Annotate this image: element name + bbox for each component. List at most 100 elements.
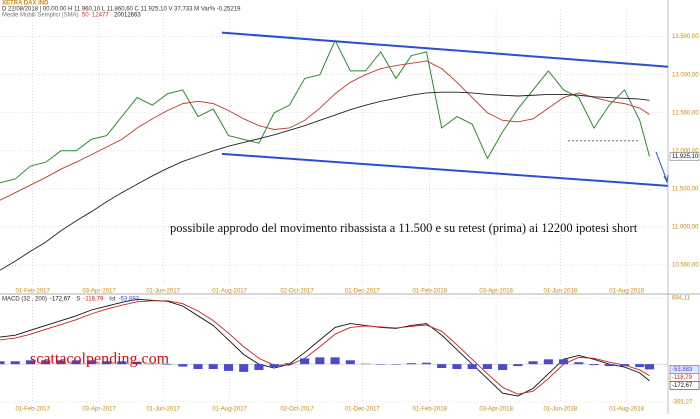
histogram-bar bbox=[117, 361, 127, 365]
x-tick-label: 01-Aug-2018 bbox=[609, 407, 644, 413]
y-tick-label: 12.000,00 bbox=[672, 148, 699, 154]
sma-label: Medie Mobili Semplici (SMA) bbox=[2, 13, 79, 19]
histogram-bar bbox=[345, 360, 355, 365]
histogram-bar bbox=[360, 363, 371, 365]
y-tick-label: 13.000,00 bbox=[672, 72, 699, 78]
x-tick-label: 02-Oct-2017 bbox=[280, 407, 314, 413]
histogram-bar bbox=[589, 364, 599, 366]
macd-line bbox=[0, 298, 650, 397]
histogram-bar bbox=[223, 364, 234, 371]
x-tick-label: 03-Apr-2018 bbox=[479, 289, 513, 295]
y-tick-label: 11.000,00 bbox=[672, 224, 699, 230]
histogram-bar bbox=[467, 364, 477, 369]
price-tag: 11.925,10 bbox=[672, 154, 699, 160]
forecast-arrow-head bbox=[663, 174, 669, 184]
x-tick-label: 01-Aug-2017 bbox=[212, 289, 247, 295]
histogram-bar bbox=[0, 361, 5, 365]
x-tick-label: 01-Aug-2018 bbox=[609, 289, 644, 295]
x-tick-label: 01-Jun-2018 bbox=[543, 289, 577, 295]
histogram-bar bbox=[208, 364, 218, 369]
y-tick-label: 10.500,00 bbox=[672, 263, 699, 269]
histogram-bar bbox=[376, 364, 386, 365]
legend-tag: 12663 bbox=[124, 13, 141, 19]
histogram-bar bbox=[315, 357, 325, 365]
histogram-bar bbox=[86, 360, 96, 365]
forecast-arrow bbox=[655, 151, 668, 182]
macd-line bbox=[0, 300, 650, 395]
x-tick-label: 03-Apr-2017 bbox=[82, 289, 116, 295]
y-tick-label: 13.500,00 bbox=[672, 34, 699, 40]
histogram-bar bbox=[574, 362, 584, 365]
legend-tag: -118,79 bbox=[83, 297, 104, 303]
histogram-bar bbox=[437, 364, 447, 369]
x-tick-label: 03-Apr-2017 bbox=[82, 407, 116, 413]
x-tick-label: 02-Oct-2017 bbox=[280, 289, 314, 295]
price-line bbox=[0, 60, 650, 201]
histogram-bar bbox=[132, 361, 142, 365]
histogram-bar bbox=[284, 363, 294, 365]
value-tag: -118,79 bbox=[672, 375, 693, 381]
histogram-bar bbox=[498, 364, 508, 370]
y-tick-label: 684,11 bbox=[672, 296, 691, 302]
x-tick-label: 01-Jun-2018 bbox=[543, 407, 577, 413]
histogram-bar bbox=[421, 362, 432, 365]
histogram-bar bbox=[604, 364, 614, 367]
histogram-bar bbox=[559, 359, 569, 365]
histogram-bar bbox=[41, 360, 51, 365]
channel-line bbox=[221, 31, 669, 68]
x-tick-label: 01-Jun-2017 bbox=[146, 289, 180, 295]
legend-name: 200 bbox=[114, 13, 125, 19]
legend-tag: -53,883 bbox=[119, 297, 140, 303]
price-tag-box bbox=[669, 152, 700, 161]
histogram-bar bbox=[482, 364, 492, 369]
legend-name: 50 bbox=[82, 13, 89, 19]
histogram-bar bbox=[178, 364, 188, 367]
x-tick-label: 01-Aug-2017 bbox=[212, 407, 247, 413]
histogram-bar bbox=[300, 358, 310, 365]
histogram-bar bbox=[239, 364, 249, 372]
histogram-bar bbox=[162, 364, 173, 365]
x-tick-label: 03-Apr-2018 bbox=[479, 407, 513, 413]
histogram-bar bbox=[513, 364, 523, 367]
chart-title: XETRA DAX IND bbox=[2, 1, 49, 7]
x-tick-label: 01-Feb-2017 bbox=[15, 289, 50, 295]
y-tick-label: 11.500,00 bbox=[672, 186, 699, 192]
value-tag: -53,883 bbox=[672, 367, 693, 373]
histogram-bar bbox=[254, 364, 264, 370]
legend-tag: 12477 bbox=[92, 13, 109, 19]
legend-tag: -172,67 bbox=[50, 297, 71, 303]
histogram-bar bbox=[644, 364, 655, 370]
histogram-bar bbox=[391, 364, 401, 365]
price-line bbox=[0, 39, 650, 184]
histogram-bar bbox=[102, 361, 112, 365]
histogram-bar bbox=[269, 364, 279, 368]
legend-name: Ist bbox=[109, 297, 116, 303]
x-tick-label: 01-Dec-2017 bbox=[345, 407, 380, 413]
histogram-bar bbox=[543, 359, 553, 365]
histogram-bar bbox=[147, 363, 157, 365]
x-tick-label: 01-Feb-2017 bbox=[15, 407, 50, 413]
histogram-bar bbox=[193, 364, 203, 369]
channel-line bbox=[221, 152, 669, 187]
histogram-bar bbox=[10, 361, 20, 365]
legend-name: S bbox=[76, 297, 80, 303]
histogram-bar bbox=[528, 361, 538, 365]
price-line bbox=[0, 91, 650, 271]
histogram-bar bbox=[406, 363, 416, 365]
y-tick-label: 12.500,00 bbox=[672, 110, 699, 116]
histogram-bar bbox=[25, 360, 36, 365]
watermark: scattacolpending.com bbox=[30, 351, 170, 368]
x-tick-label: 01-Feb-2018 bbox=[413, 407, 448, 413]
x-tick-label: 01-Jun-2017 bbox=[146, 407, 180, 413]
y-tick-label: -391,27 bbox=[672, 400, 693, 406]
value-tag: -172,67 bbox=[672, 383, 693, 389]
x-tick-label: 01-Dec-2017 bbox=[345, 289, 380, 295]
histogram-bar bbox=[56, 360, 66, 365]
chart-subtitle: D 22/08/2018 | 00.00.00 H 11.960,10 L 11… bbox=[2, 7, 241, 13]
annotation: possibile approdo del movimento ribassis… bbox=[170, 221, 638, 235]
histogram-bar bbox=[635, 364, 645, 368]
histogram-bar bbox=[330, 357, 340, 365]
legend-name: MACD (32 , 200) bbox=[2, 297, 47, 303]
